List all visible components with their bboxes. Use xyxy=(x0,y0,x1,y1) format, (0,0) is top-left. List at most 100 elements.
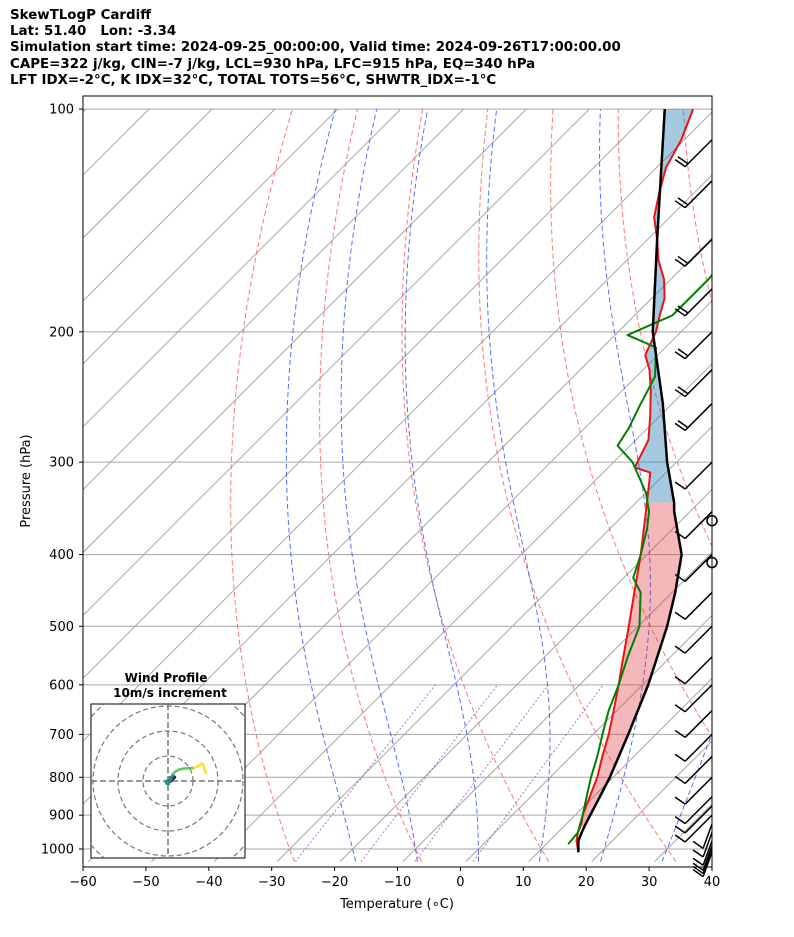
isotherm-line xyxy=(717,109,794,861)
wind-barb-staff xyxy=(684,684,713,713)
wind-barb-staff xyxy=(702,848,713,874)
wind-barb xyxy=(674,814,713,843)
x-tick-label: −10 xyxy=(384,875,411,890)
y-axis-ticks: 100 200 300 400 500 600 700 800 900 1000 xyxy=(41,103,83,858)
isotherm-line xyxy=(150,300,712,862)
isotherm-line xyxy=(83,108,464,491)
dewpoint-line xyxy=(567,273,712,845)
wind-barb xyxy=(674,710,713,739)
isotherm-line xyxy=(83,108,87,113)
wind-barb xyxy=(674,461,713,490)
wind-barb-staff xyxy=(684,461,713,490)
wind-barb-staff xyxy=(684,805,713,834)
parcel-line xyxy=(577,109,683,853)
wind-barb-flag xyxy=(677,348,689,357)
wind-barb-staff xyxy=(684,814,713,843)
y-tick-label: 300 xyxy=(49,456,74,471)
y-tick-label: 900 xyxy=(49,809,74,824)
wind-barb xyxy=(674,331,713,360)
y-tick-label: 200 xyxy=(49,325,74,340)
wind-barb-flag xyxy=(674,796,686,805)
wind-barb-staff xyxy=(684,710,713,738)
wind-barb xyxy=(674,656,713,685)
isotherm-line xyxy=(276,425,712,862)
x-axis-label: Temperature (∘C) xyxy=(339,897,454,912)
y-tick-label: 100 xyxy=(49,103,74,118)
wind-barb xyxy=(674,756,713,785)
wind-barb-flag xyxy=(674,825,686,834)
isotherm-line xyxy=(83,108,653,680)
wind-barb-staff xyxy=(684,139,713,168)
isotherm-line xyxy=(83,108,527,554)
wind-barb-flag xyxy=(692,869,704,878)
wind-barb-flag xyxy=(674,834,686,843)
wind-barb-flag xyxy=(674,422,686,432)
wind-barb xyxy=(674,238,713,267)
wind-barb-flag xyxy=(674,645,686,654)
isotherm-line xyxy=(83,108,276,302)
wind-barb-flag xyxy=(677,305,689,314)
wind-barb-flag xyxy=(674,351,686,360)
mixing-ratio-line xyxy=(294,684,436,862)
wind-barb-staff xyxy=(702,845,713,871)
x-tick-label: 20 xyxy=(578,875,595,890)
wind-barb xyxy=(674,180,713,209)
wind-barb-flag xyxy=(674,753,686,762)
wind-barb-staff xyxy=(684,656,713,685)
wind-barb xyxy=(674,776,713,805)
wind-barb-flag xyxy=(677,255,689,265)
x-tick-label: 0 xyxy=(456,875,464,890)
x-tick-label: −60 xyxy=(69,875,96,890)
moist-adiabat-line xyxy=(724,109,794,861)
wind-barb xyxy=(692,832,713,858)
wind-barb-flag xyxy=(674,816,686,825)
wind-barb xyxy=(692,848,713,875)
isotherm-line xyxy=(654,803,712,862)
indices-line-1: CAPE=322 j/kg, CIN=-7 j/kg, LCL=930 hPa,… xyxy=(10,56,536,72)
wind-barb-flag xyxy=(692,849,704,858)
moist-adiabat-line xyxy=(340,109,418,862)
wind-barb xyxy=(692,823,713,849)
wind-barb-staff xyxy=(702,823,713,849)
wind-barb-staff xyxy=(684,776,713,805)
dry-adiabat-line xyxy=(748,109,794,861)
wind-barb xyxy=(674,805,713,834)
wind-barb xyxy=(674,288,713,317)
wind-barb-flag xyxy=(674,308,686,317)
wind-barb-staff xyxy=(684,180,713,209)
wind-barb-flag xyxy=(674,704,686,713)
wind-barb-flag xyxy=(677,419,689,429)
wind-barbs xyxy=(674,139,718,878)
x-tick-label: −30 xyxy=(258,875,285,890)
isotherm-line xyxy=(83,108,590,617)
isotherm-line xyxy=(83,108,213,239)
wind-barb-flag xyxy=(692,840,704,849)
wind-barb xyxy=(674,369,713,398)
isotherm-line xyxy=(83,111,712,742)
wind-barb-flag xyxy=(674,611,686,620)
x-tick-label: −20 xyxy=(321,875,348,890)
wind-barb-staff xyxy=(684,796,713,825)
wind-barb-flag xyxy=(674,258,686,267)
mixing-ratio-line xyxy=(472,684,604,862)
dry-adiabat-line xyxy=(230,108,295,862)
wind-barb-staff xyxy=(684,511,713,540)
wind-barb-staff xyxy=(702,832,713,858)
y-tick-label: 800 xyxy=(49,771,74,786)
wind-barb xyxy=(692,851,713,878)
profile-lines xyxy=(567,108,712,853)
wind-barb xyxy=(674,511,713,540)
y-tick-label: 400 xyxy=(49,548,74,563)
y-tick-label: 1000 xyxy=(41,843,74,858)
moist-adiabat-line xyxy=(661,732,712,862)
dry-adiabat-line xyxy=(319,109,422,862)
dry-adiabat-line xyxy=(401,109,550,862)
wind-barb-staff xyxy=(684,756,713,784)
moist-adiabat-line xyxy=(599,109,651,862)
wind-barb-flag xyxy=(674,481,686,490)
wind-barb-flag xyxy=(677,156,689,165)
wind-barb-staff xyxy=(684,733,713,762)
wind-barb-flag xyxy=(674,729,686,739)
isotherm-line xyxy=(402,551,712,862)
